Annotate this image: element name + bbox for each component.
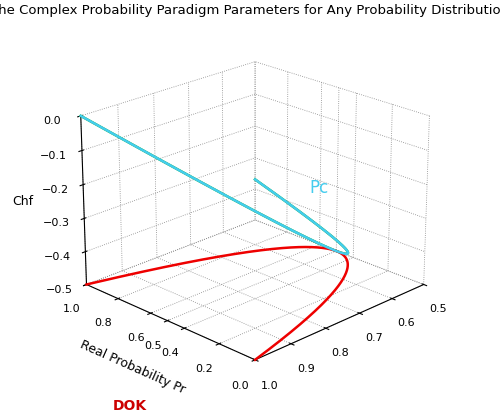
Title: The Complex Probability Paradigm Parameters for Any Probability Distribution: The Complex Probability Paradigm Paramet… (0, 4, 500, 17)
Y-axis label: Real Probability Pr: Real Probability Pr (78, 339, 188, 397)
Text: DOK: DOK (112, 399, 146, 413)
